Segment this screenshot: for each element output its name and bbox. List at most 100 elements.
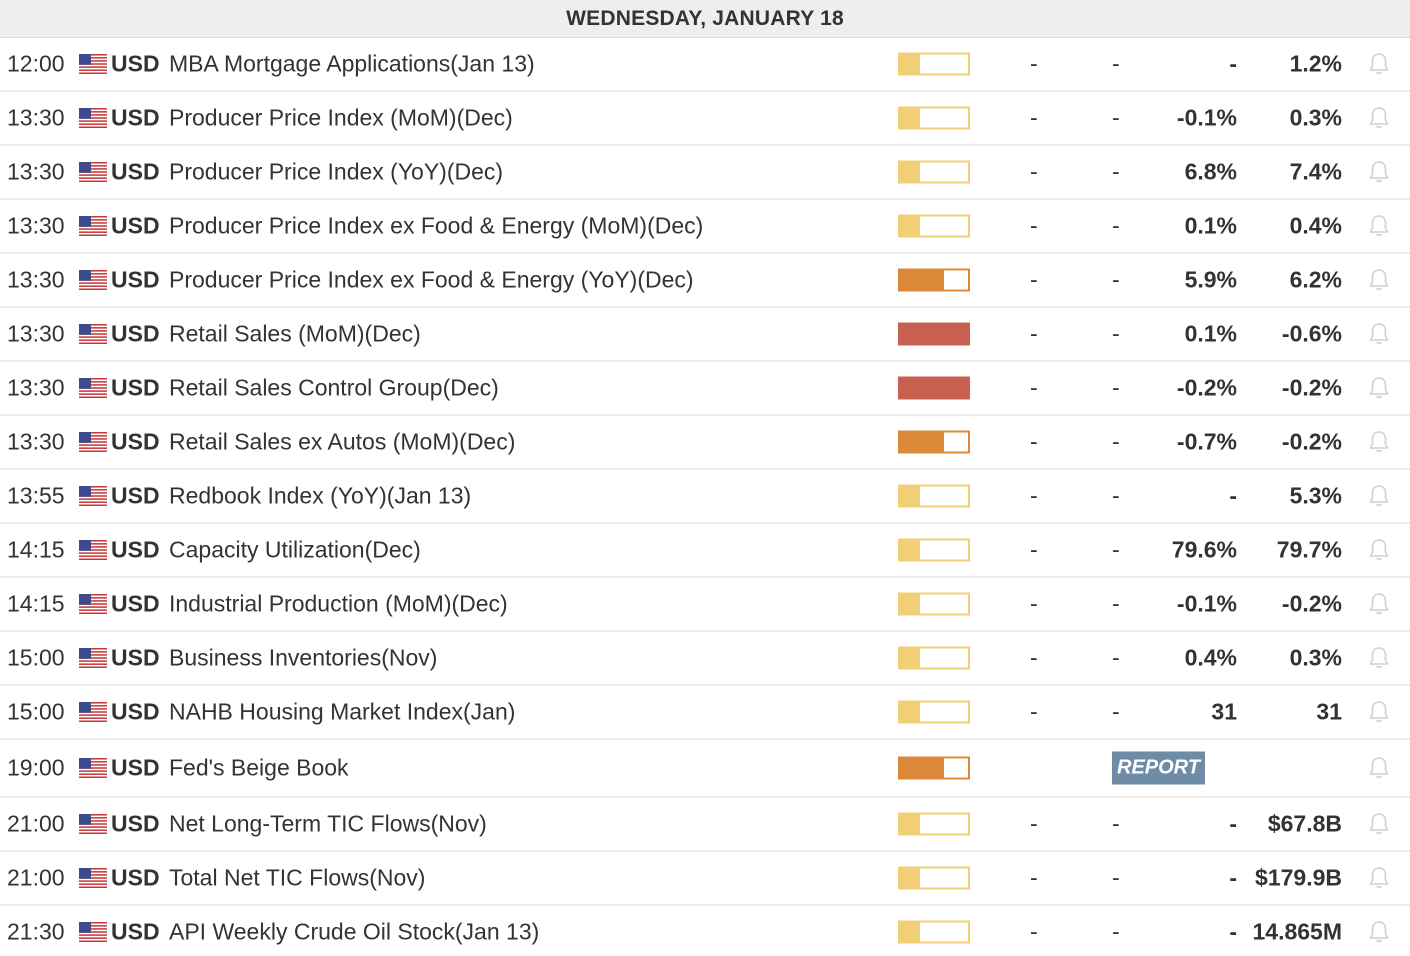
event-time: 19:00 <box>7 754 65 781</box>
event-row[interactable]: 13:30 USD Retail Sales ex Autos (MoM)(De… <box>0 416 1410 470</box>
bell-icon[interactable] <box>1366 159 1392 185</box>
bell-icon[interactable] <box>1366 267 1392 293</box>
forecast-value: - <box>1112 158 1120 185</box>
us-flag-icon <box>79 54 107 74</box>
currency-code: USD <box>111 590 160 617</box>
report-button[interactable]: REPORT <box>1112 751 1205 785</box>
event-row[interactable]: 14:15 USD Industrial Production (MoM)(De… <box>0 578 1410 632</box>
currency-code: USD <box>111 320 160 347</box>
event-row[interactable]: 19:00 USD Fed's Beige Book REPORT <box>0 740 1410 798</box>
bell-icon[interactable] <box>1366 755 1392 781</box>
event-time: 21:00 <box>7 810 65 837</box>
impact-bar <box>898 430 970 454</box>
previous-value: 0.1% <box>1184 320 1237 347</box>
prior-value: $67.8B <box>1267 810 1342 837</box>
event-name[interactable]: Retail Sales Control Group(Dec) <box>169 374 499 401</box>
event-name[interactable]: Retail Sales (MoM)(Dec) <box>169 320 421 347</box>
event-row[interactable]: 21:30 USD API Weekly Crude Oil Stock(Jan… <box>0 906 1410 956</box>
us-flag-icon <box>79 216 107 236</box>
event-row[interactable]: 21:00 USD Total Net TIC Flows(Nov) - - -… <box>0 852 1410 906</box>
event-row[interactable]: 13:30 USD Retail Sales Control Group(Dec… <box>0 362 1410 416</box>
forecast-value: - <box>1112 590 1120 617</box>
actual-value: - <box>1030 158 1038 185</box>
previous-value: 0.4% <box>1184 644 1237 671</box>
forecast-value: - <box>1112 864 1120 891</box>
event-name[interactable]: MBA Mortgage Applications(Jan 13) <box>169 50 535 77</box>
actual-value: - <box>1030 536 1038 563</box>
currency-code: USD <box>111 212 160 239</box>
bell-icon[interactable] <box>1366 537 1392 563</box>
event-time: 21:00 <box>7 864 65 891</box>
prior-value: -0.2% <box>1281 374 1342 401</box>
bell-icon[interactable] <box>1366 699 1392 725</box>
currency-code: USD <box>111 428 160 455</box>
currency-code: USD <box>111 864 160 891</box>
bell-icon[interactable] <box>1366 375 1392 401</box>
bell-icon[interactable] <box>1366 919 1392 945</box>
event-row[interactable]: 13:30 USD Producer Price Index ex Food &… <box>0 200 1410 254</box>
currency-code: USD <box>111 374 160 401</box>
event-row[interactable]: 15:00 USD Business Inventories(Nov) - - … <box>0 632 1410 686</box>
previous-value: -0.1% <box>1176 104 1237 131</box>
event-time: 13:30 <box>7 266 65 293</box>
bell-icon[interactable] <box>1366 321 1392 347</box>
event-name[interactable]: Industrial Production (MoM)(Dec) <box>169 590 508 617</box>
event-name[interactable]: Capacity Utilization(Dec) <box>169 536 421 563</box>
previous-value: - <box>1229 918 1237 945</box>
event-time: 21:30 <box>7 918 65 945</box>
event-time: 15:00 <box>7 698 65 725</box>
event-row[interactable]: 21:00 USD Net Long-Term TIC Flows(Nov) -… <box>0 798 1410 852</box>
actual-value: - <box>1030 374 1038 401</box>
event-row[interactable]: 13:30 USD Producer Price Index (MoM)(Dec… <box>0 92 1410 146</box>
actual-value: - <box>1030 320 1038 347</box>
bell-icon[interactable] <box>1366 429 1392 455</box>
us-flag-icon <box>79 324 107 344</box>
event-row[interactable]: 13:30 USD Retail Sales (MoM)(Dec) - - 0.… <box>0 308 1410 362</box>
forecast-value: - <box>1112 50 1120 77</box>
event-name[interactable]: Producer Price Index (MoM)(Dec) <box>169 104 513 131</box>
prior-value: 0.4% <box>1289 212 1342 239</box>
event-row[interactable]: 12:00 USD MBA Mortgage Applications(Jan … <box>0 38 1410 92</box>
day-header-label: WEDNESDAY, JANUARY 18 <box>566 6 844 30</box>
currency-code: USD <box>111 754 160 781</box>
forecast-value: - <box>1112 698 1120 725</box>
actual-value: - <box>1030 918 1038 945</box>
us-flag-icon <box>79 486 107 506</box>
impact-bar <box>898 214 970 238</box>
event-time: 15:00 <box>7 644 65 671</box>
event-name[interactable]: Net Long-Term TIC Flows(Nov) <box>169 810 487 837</box>
bell-icon[interactable] <box>1366 483 1392 509</box>
us-flag-icon <box>79 540 107 560</box>
bell-icon[interactable] <box>1366 213 1392 239</box>
forecast-value: - <box>1112 482 1120 509</box>
event-name[interactable]: Retail Sales ex Autos (MoM)(Dec) <box>169 428 516 455</box>
event-name[interactable]: Business Inventories(Nov) <box>169 644 438 671</box>
event-name[interactable]: Redbook Index (YoY)(Jan 13) <box>169 482 472 509</box>
bell-icon[interactable] <box>1366 645 1392 671</box>
actual-value: - <box>1030 590 1038 617</box>
bell-icon[interactable] <box>1366 51 1392 77</box>
event-name[interactable]: Producer Price Index ex Food & Energy (M… <box>169 212 704 239</box>
event-row[interactable]: 13:55 USD Redbook Index (YoY)(Jan 13) - … <box>0 470 1410 524</box>
event-row[interactable]: 13:30 USD Producer Price Index (YoY)(Dec… <box>0 146 1410 200</box>
bell-icon[interactable] <box>1366 591 1392 617</box>
event-name[interactable]: Producer Price Index ex Food & Energy (Y… <box>169 266 694 293</box>
bell-icon[interactable] <box>1366 105 1392 131</box>
us-flag-icon <box>79 432 107 452</box>
event-name[interactable]: NAHB Housing Market Index(Jan) <box>169 698 516 725</box>
event-name[interactable]: API Weekly Crude Oil Stock(Jan 13) <box>169 918 540 945</box>
forecast-value: - <box>1112 104 1120 131</box>
event-row[interactable]: 15:00 USD NAHB Housing Market Index(Jan)… <box>0 686 1410 740</box>
bell-icon[interactable] <box>1366 811 1392 837</box>
previous-value: - <box>1229 810 1237 837</box>
bell-icon[interactable] <box>1366 865 1392 891</box>
event-name[interactable]: Producer Price Index (YoY)(Dec) <box>169 158 504 185</box>
currency-code: USD <box>111 50 160 77</box>
event-row[interactable]: 14:15 USD Capacity Utilization(Dec) - - … <box>0 524 1410 578</box>
prior-value: 0.3% <box>1289 104 1342 131</box>
us-flag-icon <box>79 108 107 128</box>
event-name[interactable]: Total Net TIC Flows(Nov) <box>169 864 426 891</box>
event-row[interactable]: 13:30 USD Producer Price Index ex Food &… <box>0 254 1410 308</box>
event-name[interactable]: Fed's Beige Book <box>169 754 349 781</box>
prior-value: 79.7% <box>1276 536 1342 563</box>
